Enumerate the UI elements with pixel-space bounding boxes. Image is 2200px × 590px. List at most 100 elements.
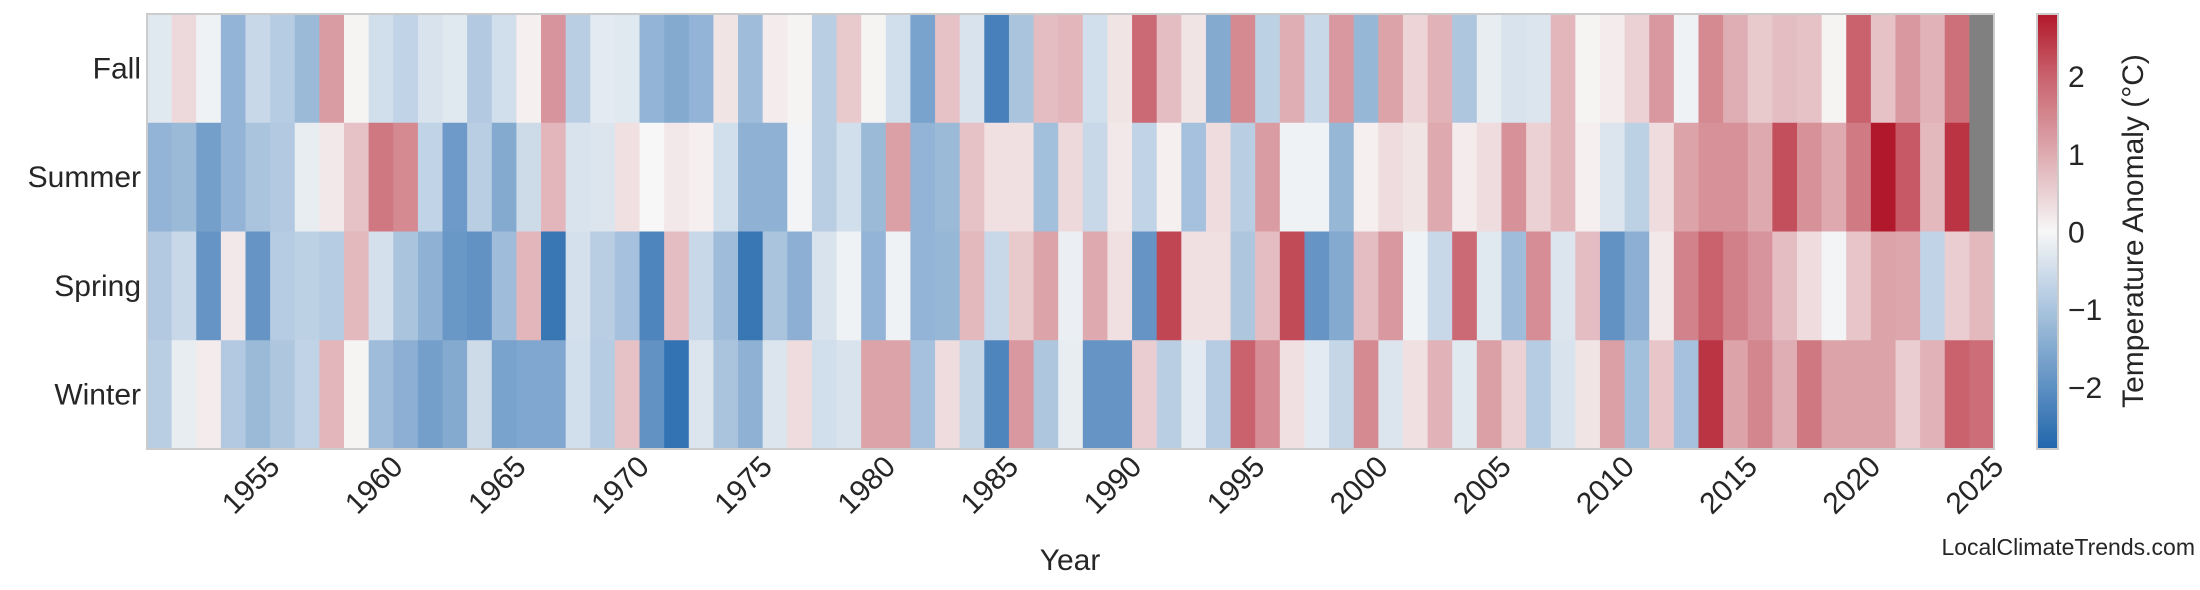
heatmap-cell bbox=[1526, 340, 1552, 450]
heatmap-cell bbox=[836, 340, 862, 450]
heatmap-cell bbox=[614, 231, 641, 341]
heatmap-cell bbox=[1575, 14, 1601, 124]
watermark: LocalClimateTrends.com bbox=[1941, 534, 2195, 560]
heatmap-cell bbox=[1846, 122, 1872, 233]
y-tick-label: Spring bbox=[54, 270, 141, 303]
y-tick-label: Winter bbox=[54, 379, 141, 412]
x-tick-label: 1970 bbox=[585, 450, 656, 521]
heatmap-cell bbox=[1255, 231, 1281, 341]
heatmap-cell bbox=[1550, 122, 1576, 233]
heatmap-cell bbox=[147, 340, 173, 450]
heatmap-cell bbox=[1082, 231, 1109, 341]
heatmap-cell bbox=[1107, 340, 1133, 450]
heatmap-cell bbox=[196, 14, 222, 124]
heatmap-cell bbox=[1796, 231, 1823, 341]
heatmap-cell bbox=[1279, 122, 1306, 233]
colorbar-label: Temperature Anomaly (°C) bbox=[2117, 54, 2150, 408]
heatmap-cell bbox=[1821, 122, 1847, 233]
heatmap-cell bbox=[270, 14, 296, 124]
heatmap-cell bbox=[1132, 231, 1158, 341]
heatmap-cell bbox=[1033, 14, 1059, 124]
heatmap-cell bbox=[1107, 122, 1133, 233]
heatmap-cell bbox=[1526, 14, 1552, 124]
heatmap-cell bbox=[639, 340, 665, 450]
x-tick-label: 1960 bbox=[339, 450, 410, 521]
heatmap-cell bbox=[1353, 340, 1379, 450]
heatmap-cell bbox=[196, 231, 222, 341]
heatmap-cell bbox=[639, 122, 665, 233]
x-tick-label: 1990 bbox=[1078, 450, 1149, 521]
heatmap-cell bbox=[1132, 122, 1158, 233]
heatmap-cell bbox=[1353, 122, 1379, 233]
heatmap-cell bbox=[344, 122, 370, 233]
x-tick-label: 1985 bbox=[955, 450, 1026, 521]
heatmap-cell bbox=[1156, 231, 1182, 341]
heatmap-cell bbox=[1969, 122, 1995, 233]
heatmap-cell bbox=[861, 231, 887, 341]
heatmap-cell bbox=[1181, 340, 1207, 450]
heatmap-cell bbox=[319, 14, 345, 124]
heatmap-cell bbox=[1895, 231, 1921, 341]
heatmap-cell bbox=[1329, 122, 1355, 233]
heatmap-cell bbox=[1723, 231, 1749, 341]
heatmap-cell bbox=[270, 340, 296, 450]
heatmap-cell bbox=[688, 14, 715, 124]
colorbar-tick-label: −1 bbox=[2068, 294, 2102, 327]
heatmap-cell bbox=[1156, 122, 1182, 233]
heatmap-cell bbox=[1723, 14, 1749, 124]
heatmap-cell bbox=[417, 340, 444, 450]
heatmap-cell bbox=[1796, 122, 1823, 233]
heatmap-cell bbox=[491, 122, 517, 233]
heatmap-cell bbox=[861, 340, 887, 450]
heatmap-cell bbox=[1107, 14, 1133, 124]
heatmap-cell bbox=[1181, 231, 1207, 341]
heatmap-cell bbox=[1895, 122, 1921, 233]
heatmap-cell bbox=[762, 231, 788, 341]
heatmap-cell bbox=[664, 122, 690, 233]
heatmap-cell bbox=[1008, 231, 1035, 341]
heatmap-cell bbox=[1526, 122, 1552, 233]
heatmap-cell bbox=[1082, 340, 1109, 450]
heatmap-cell bbox=[1255, 122, 1281, 233]
heatmap-cell bbox=[1920, 231, 1946, 341]
heatmap-cell bbox=[1205, 14, 1232, 124]
heatmap-cell bbox=[1255, 14, 1281, 124]
heatmap-cell bbox=[1378, 340, 1404, 450]
heatmap-cell bbox=[393, 340, 419, 450]
heatmap-cell bbox=[738, 231, 764, 341]
heatmap-cell bbox=[1673, 340, 1700, 450]
heatmap-cell bbox=[368, 122, 394, 233]
heatmap-cell bbox=[294, 340, 320, 450]
heatmap-cell bbox=[1673, 231, 1700, 341]
heatmap-cell bbox=[1599, 122, 1626, 233]
heatmap-cell bbox=[1920, 122, 1946, 233]
heatmap-cell bbox=[1452, 14, 1478, 124]
heatmap-cell bbox=[590, 122, 616, 233]
heatmap-cell bbox=[713, 14, 739, 124]
heatmap-cell bbox=[1624, 122, 1650, 233]
heatmap-cell bbox=[417, 122, 444, 233]
heatmap-cell bbox=[491, 340, 517, 450]
heatmap-cell bbox=[565, 122, 591, 233]
heatmap-cell bbox=[1747, 340, 1773, 450]
colorbar-tick-labels: 2 1 0 −1 −2 bbox=[2068, 61, 2102, 405]
heatmap-cell bbox=[368, 340, 394, 450]
heatmap-cell bbox=[541, 340, 567, 450]
heatmap-cell bbox=[1821, 340, 1847, 450]
heatmap-cell bbox=[565, 231, 591, 341]
heatmap-cell bbox=[1624, 231, 1650, 341]
heatmap-cell bbox=[713, 122, 739, 233]
heatmap-cell bbox=[1698, 14, 1724, 124]
heatmap-cell bbox=[1969, 231, 1995, 341]
heatmap-cell bbox=[1205, 231, 1232, 341]
heatmap-cell bbox=[935, 14, 961, 124]
heatmap-cell bbox=[910, 14, 936, 124]
heatmap-cell bbox=[1846, 340, 1872, 450]
heatmap-cell bbox=[1846, 14, 1872, 124]
heatmap-cell bbox=[1279, 14, 1306, 124]
heatmap-cell bbox=[1624, 340, 1650, 450]
heatmap-cell bbox=[1673, 14, 1700, 124]
heatmap-cell bbox=[1156, 340, 1182, 450]
heatmap-cell bbox=[1452, 340, 1478, 450]
heatmap-cell bbox=[319, 122, 345, 233]
